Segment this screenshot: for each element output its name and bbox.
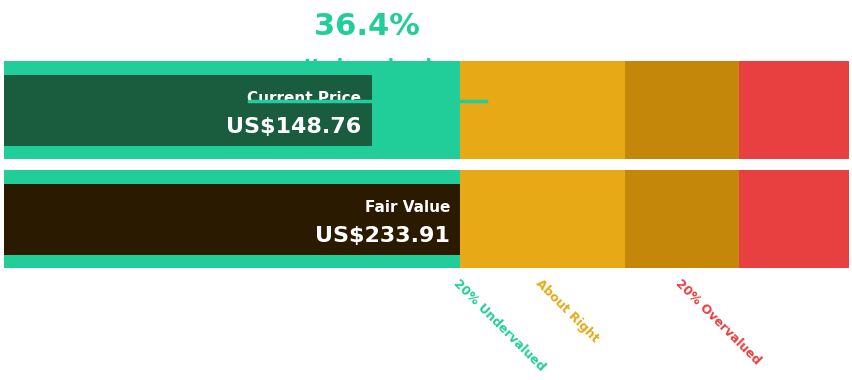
Bar	[4, 75, 371, 146]
Bar	[4, 184, 460, 255]
Bar	[738, 170, 848, 268]
Text: US$233.91: US$233.91	[315, 226, 450, 245]
Bar	[738, 61, 848, 159]
Bar	[460, 61, 625, 159]
Bar	[625, 61, 738, 159]
Bar	[460, 170, 625, 268]
Bar	[625, 170, 738, 268]
Text: 20% Overvalued: 20% Overvalued	[672, 277, 763, 367]
Bar	[4, 170, 460, 268]
Text: Current Price: Current Price	[247, 90, 361, 106]
Bar	[4, 61, 460, 159]
Text: Undervalued: Undervalued	[302, 58, 431, 76]
Text: 36.4%: 36.4%	[314, 11, 420, 41]
Text: Fair Value: Fair Value	[365, 200, 450, 215]
Text: 20% Undervalued: 20% Undervalued	[451, 277, 547, 373]
Text: US$148.76: US$148.76	[226, 117, 361, 137]
Text: About Right: About Right	[532, 277, 601, 345]
